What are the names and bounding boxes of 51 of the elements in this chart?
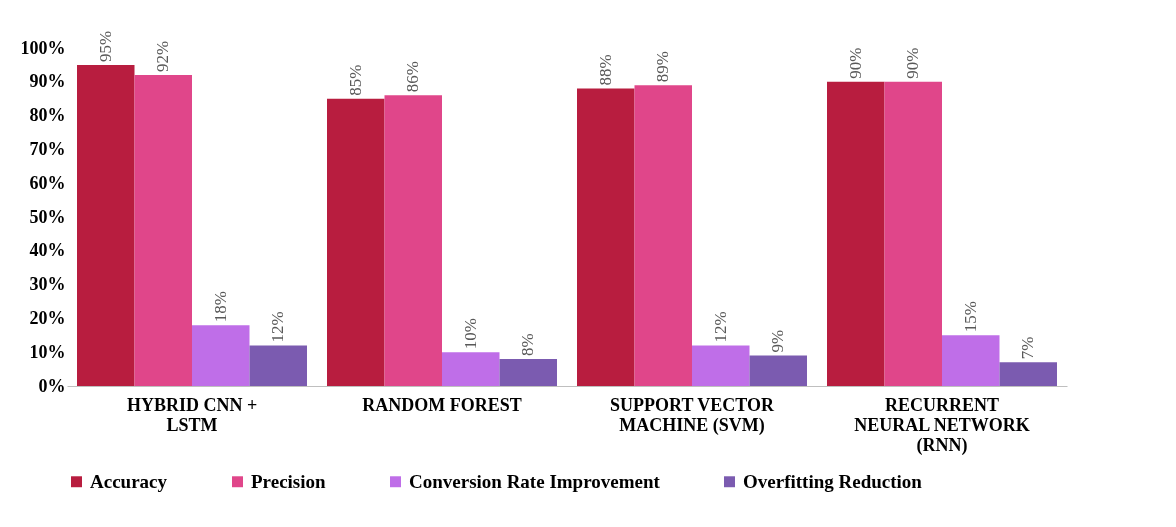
bar — [77, 64, 135, 386]
y-tick-label: 50% — [29, 206, 66, 227]
y-tick-label: 40% — [29, 240, 66, 261]
bar — [749, 355, 807, 386]
data-label: 90% — [903, 47, 923, 79]
x-tick-label: SUPPORT VECTOR MACHINE (SVM) — [610, 394, 775, 436]
bar — [442, 352, 500, 386]
data-label: 12% — [710, 311, 730, 343]
data-label: 12% — [268, 311, 288, 343]
bar — [192, 325, 250, 386]
legend-label: Accuracy — [90, 470, 168, 492]
bar — [884, 81, 942, 386]
y-tick-label: 20% — [29, 307, 66, 328]
bar — [499, 358, 557, 386]
bar — [134, 75, 192, 386]
y-tick-label: 80% — [29, 105, 66, 126]
bar — [327, 98, 385, 386]
bar — [634, 85, 692, 386]
x-tick-label: HYBRID CNN + LSTM — [126, 394, 258, 435]
data-label: 18% — [210, 290, 230, 323]
data-label: 85% — [345, 64, 365, 96]
y-tick-label: 0% — [38, 375, 66, 396]
x-tick-label: RECURRENT NEURAL NETWORK (RNN) — [854, 394, 1030, 456]
bar — [384, 95, 442, 386]
bar — [827, 81, 885, 386]
y-tick-label: 90% — [29, 71, 66, 92]
bar — [249, 345, 307, 386]
bar — [999, 362, 1057, 386]
y-tick-label: 70% — [29, 138, 66, 159]
data-label: 7% — [1018, 336, 1038, 360]
y-tick-label: 10% — [29, 341, 66, 362]
y-tick-label: 60% — [29, 172, 66, 193]
data-label: 89% — [653, 51, 673, 83]
legend-label: Overfitting Reduction — [743, 470, 923, 492]
y-tick-label: 30% — [29, 274, 66, 295]
data-label: 90% — [845, 47, 865, 79]
bar — [577, 88, 635, 386]
data-label: 9% — [768, 329, 788, 353]
data-label: 88% — [595, 54, 615, 86]
legend-label: Precision — [251, 470, 327, 492]
bar — [942, 335, 1000, 386]
data-label: 10% — [460, 318, 480, 350]
data-label: 95% — [95, 30, 115, 62]
x-tick-label: RANDOM FOREST — [362, 394, 522, 415]
y-tick-label: 100% — [20, 37, 66, 58]
legend-label: Conversion Rate Improvement — [409, 470, 661, 492]
data-label: 86% — [403, 61, 423, 93]
data-label: 15% — [960, 301, 980, 333]
data-label: 92% — [153, 40, 173, 73]
data-label: 8% — [518, 333, 538, 356]
bar — [692, 345, 750, 386]
